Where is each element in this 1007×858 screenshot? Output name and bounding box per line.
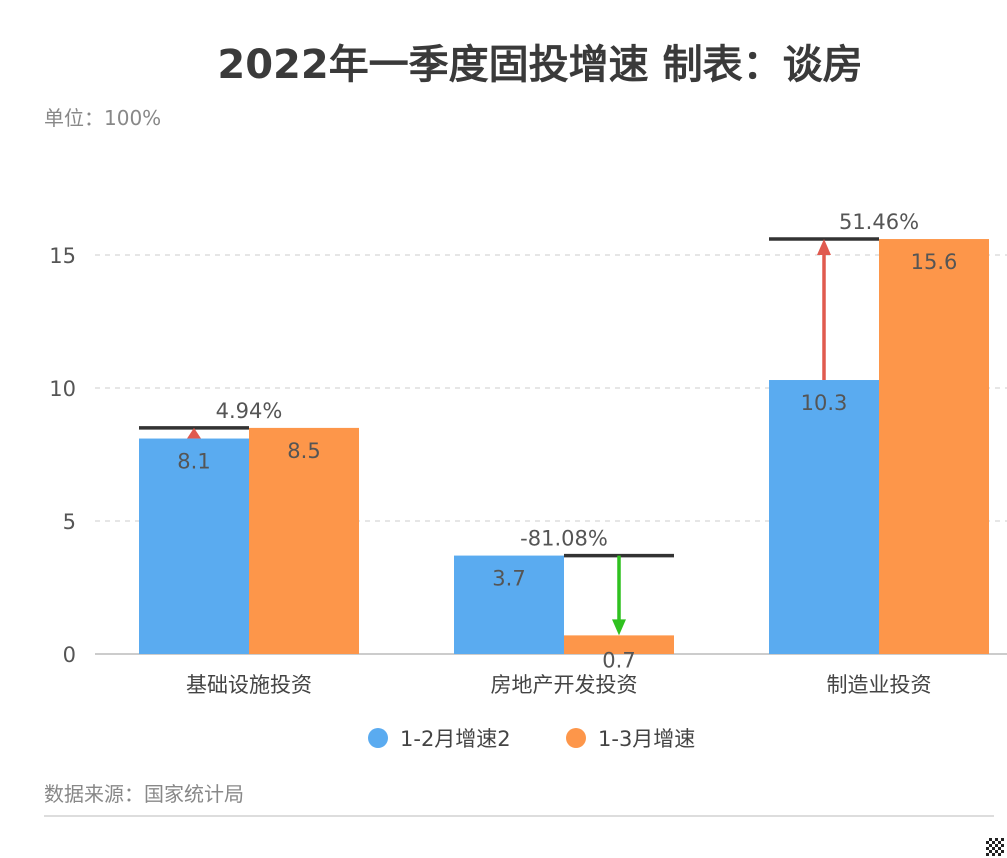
divider <box>44 815 994 817</box>
unit-label: 单位：100% <box>44 106 162 130</box>
data-label: 15.6 <box>911 250 958 274</box>
legend-label: 1-3月增速 <box>598 727 695 751</box>
x-tick-label: 房地产开发投资 <box>491 673 638 697</box>
y-tick-label: 0 <box>63 643 76 667</box>
x-tick-label: 制造业投资 <box>827 673 932 697</box>
y-tick-label: 15 <box>49 244 76 268</box>
legend-label: 1-2月增速2 <box>400 727 511 751</box>
bar-q1-3 <box>249 427 359 654</box>
change-label: 4.94% <box>216 399 283 423</box>
y-tick-label: 10 <box>49 377 76 401</box>
change-label: -81.08% <box>520 527 608 551</box>
legend-marker <box>566 728 586 748</box>
bar-q1-2 <box>139 438 249 654</box>
data-label: 0.7 <box>602 648 635 672</box>
down-arrow-icon <box>612 619 626 636</box>
data-label: 8.1 <box>177 450 210 474</box>
y-tick-label: 5 <box>63 510 76 534</box>
x-tick-label: 基础设施投资 <box>186 673 312 697</box>
data-label: 10.3 <box>801 391 848 415</box>
legend-marker <box>368 728 388 748</box>
change-label: 51.46% <box>839 210 919 234</box>
bar-q1-3 <box>879 239 989 655</box>
data-label: 3.7 <box>492 567 525 591</box>
up-arrow-icon <box>187 427 201 439</box>
chart-title: 2022年一季度固投增速 制表：谈房 <box>217 42 863 88</box>
data-source: 数据来源：国家统计局 <box>44 782 244 806</box>
bar-q1-3 <box>564 635 674 654</box>
data-label: 8.5 <box>287 439 320 463</box>
bar-q1-2 <box>454 555 564 654</box>
up-arrow-icon <box>817 239 831 256</box>
bar-q1-2 <box>769 380 879 654</box>
qr-code-icon <box>986 838 1004 856</box>
